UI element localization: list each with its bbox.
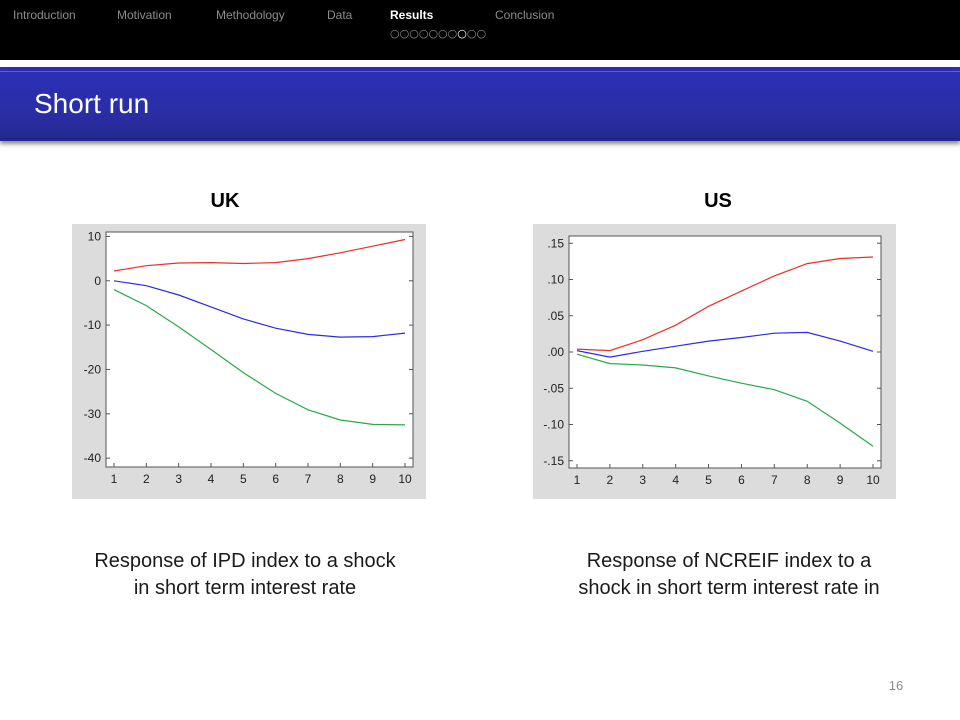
y-tick-label: -.05 <box>543 381 564 395</box>
slide-dot[interactable]: ○ <box>399 27 410 40</box>
y-tick-label: 10 <box>88 229 102 243</box>
nav-item-methodology[interactable]: Methodology <box>216 8 285 22</box>
slide-dot[interactable]: ○ <box>438 27 448 40</box>
page-number: 16 <box>888 678 904 693</box>
section-navigation-bar: Introduction Motivation Methodology Data… <box>0 0 960 60</box>
nav-item-introduction[interactable]: Introduction <box>13 8 76 22</box>
y-tick-label: -40 <box>84 451 102 465</box>
series-line-2 <box>113 280 406 338</box>
nav-item-data[interactable]: Data <box>327 8 353 22</box>
us-chart-caption: Response of NCREIF index to a shock in s… <box>534 548 924 602</box>
plot-area <box>105 231 414 468</box>
y-tick-label: .05 <box>547 309 564 323</box>
y-tick-label: .10 <box>547 273 564 287</box>
slide-progress-dots: ○○○○○○○○○○ <box>390 27 486 40</box>
panel-heading-uk: UK <box>210 190 240 212</box>
slide-dot[interactable]: ○ <box>466 27 477 40</box>
x-tick-label: 4 <box>208 472 215 486</box>
series-line-1 <box>576 256 874 352</box>
uk-chart-svg: 10 0 -10 -20 -30 -40 1 2 3 4 5 6 7 8 9 10 <box>84 229 414 486</box>
series-line-3 <box>576 353 874 447</box>
x-tick-label: 1 <box>574 473 581 487</box>
series-line-2 <box>576 331 874 358</box>
y-tick-label: -.15 <box>543 454 564 468</box>
us-caption-line-2: shock in short term interest rate in <box>578 577 880 599</box>
nav-item-motivation[interactable]: Motivation <box>117 8 172 22</box>
uk-impulse-response-chart: 10 0 -10 -20 -30 -40 1 2 3 4 5 6 7 8 9 10 <box>72 224 426 499</box>
page-title: Short run <box>34 88 150 119</box>
plot-area <box>568 235 882 469</box>
x-tick-label: 7 <box>305 472 312 486</box>
y-tick-label: -10 <box>84 318 102 332</box>
series-line-3 <box>113 289 406 426</box>
slide-dot[interactable]: ○ <box>428 27 439 40</box>
uk-caption-line-1: Response of IPD index to a shock <box>94 550 396 572</box>
uk-caption-line-2: in short term interest rate <box>133 577 357 599</box>
x-tick-label: 9 <box>837 473 844 487</box>
x-tick-label: 3 <box>175 472 182 486</box>
x-tick-label: 3 <box>639 473 646 487</box>
x-tick-label: 6 <box>272 472 279 486</box>
y-tick-label: .00 <box>547 345 564 359</box>
us-impulse-response-chart: .15 .10 .05 .00 -.05 -.10 -.15 1 2 3 4 5 6 7 8 9 10 <box>533 224 896 499</box>
slide-dot[interactable]: ○ <box>418 27 429 40</box>
x-tick-label: 4 <box>672 473 679 487</box>
x-tick-label: 10 <box>866 473 880 487</box>
nav-item-conclusion[interactable]: Conclusion <box>495 8 555 22</box>
y-tick-label: -30 <box>84 407 102 421</box>
y-tick-label: -.10 <box>543 418 564 432</box>
x-tick-label: 5 <box>705 473 712 487</box>
slide-dot[interactable]: ○ <box>457 27 467 40</box>
slide-dot[interactable]: ○ <box>409 27 419 40</box>
x-tick-label: 6 <box>738 473 745 487</box>
us-caption-line-1: Response of NCREIF index to a <box>586 550 872 572</box>
y-tick-label: 0 <box>94 274 101 288</box>
x-tick-label: 5 <box>240 472 247 486</box>
title-bar-highlight <box>0 71 960 139</box>
series-line-1 <box>113 238 406 272</box>
x-tick-label: 10 <box>398 472 412 486</box>
slide-dot[interactable]: ○ <box>390 27 400 40</box>
slide-dot[interactable]: ○ <box>476 27 487 40</box>
x-tick-label: 8 <box>337 472 344 486</box>
uk-chart-caption: Response of IPD index to a shock in shor… <box>50 548 440 602</box>
slide-dot[interactable]: ○ <box>447 27 458 40</box>
y-tick-label: -20 <box>84 362 102 376</box>
x-tick-label: 7 <box>771 473 778 487</box>
us-chart-svg: .15 .10 .05 .00 -.05 -.10 -.15 1 2 3 4 5 6 7 8 9 10 <box>543 235 882 487</box>
title-bar <box>0 67 960 141</box>
x-tick-label: 2 <box>607 473 614 487</box>
x-tick-label: 9 <box>369 472 376 486</box>
panel-heading-us: US <box>704 190 732 212</box>
x-tick-label: 1 <box>111 472 118 486</box>
x-tick-label: 8 <box>804 473 811 487</box>
nav-item-results[interactable]: Results <box>390 8 434 22</box>
x-tick-label: 2 <box>143 472 150 486</box>
y-tick-label: .15 <box>547 236 564 250</box>
